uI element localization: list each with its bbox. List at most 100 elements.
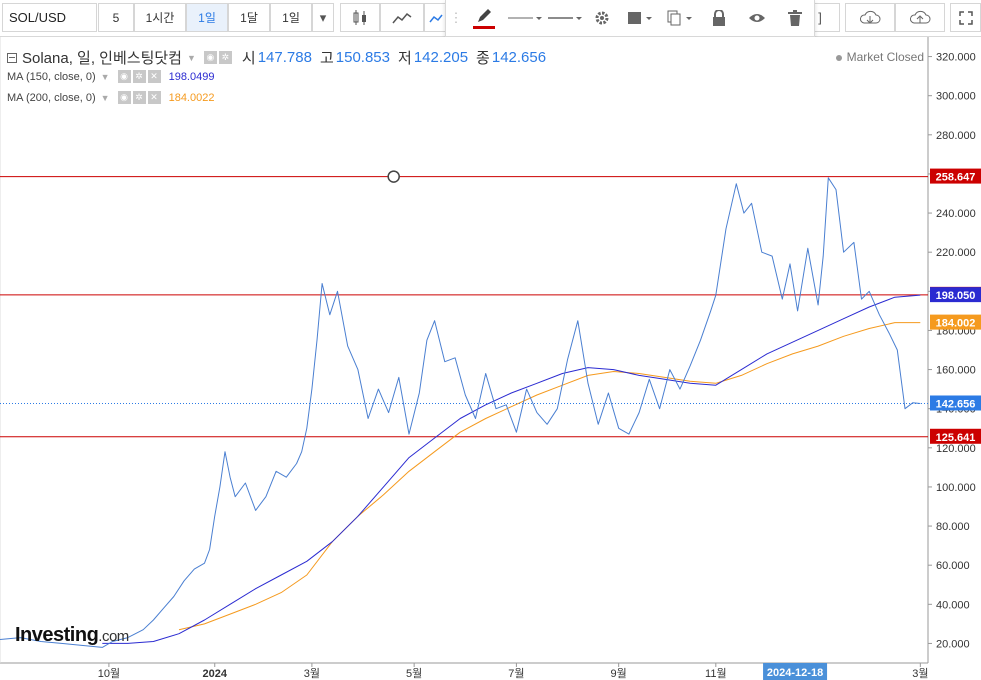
- chevron-down-icon[interactable]: ▼: [100, 92, 110, 103]
- y-tick-label: 140.000: [936, 404, 976, 416]
- eye-icon[interactable]: ◉: [203, 51, 217, 64]
- range-dropdown-button[interactable]: ▾: [312, 3, 334, 32]
- candlestick-icon: [353, 9, 366, 25]
- range-button-1m[interactable]: 1달: [228, 3, 270, 32]
- y-tick-label: 80.000: [936, 521, 970, 533]
- investing-logo: Investing.com: [15, 624, 129, 647]
- y-tick-label: 300.000: [936, 91, 976, 103]
- legend-controls: ◉ ✲: [203, 51, 234, 64]
- fullscreen-button[interactable]: [950, 3, 981, 32]
- high-label: 고: [319, 50, 334, 67]
- market-status-text: Market Closed: [846, 50, 924, 64]
- gear-icon: [595, 11, 609, 25]
- eye-icon: [749, 14, 765, 22]
- save-chart-button[interactable]: [895, 3, 945, 32]
- eye-icon[interactable]: ◉: [117, 70, 131, 83]
- line-style-icon: [508, 17, 542, 20]
- x-tick-label: 3월: [912, 667, 928, 680]
- hline-price-tag: [930, 286, 981, 302]
- y-tick-label: 20.000: [936, 638, 970, 650]
- close-label: 종: [476, 50, 490, 67]
- y-tick-label: 240.000: [936, 208, 976, 220]
- close-icon[interactable]: ✕: [147, 70, 161, 83]
- y-tick-label: 120.000: [936, 443, 976, 455]
- drawing-toolbar: ⋮: [445, 0, 815, 37]
- ma150-value: 198.0499: [168, 70, 215, 83]
- template-icon: [628, 12, 652, 24]
- logo-main: Investing: [15, 624, 99, 646]
- chevron-down-icon[interactable]: ▼: [100, 71, 110, 82]
- area-chart-button[interactable]: [380, 3, 424, 32]
- ma200-label: MA (200, close, 0): [7, 91, 96, 104]
- load-chart-button[interactable]: [845, 3, 895, 32]
- trash-icon: [788, 10, 802, 26]
- y-tick-label: 60.000: [936, 560, 970, 572]
- hline-price-label: 258.647: [936, 172, 976, 184]
- low-value: 142.205: [413, 49, 469, 66]
- interval-button-5[interactable]: 5: [98, 3, 134, 32]
- x-tick-label: 10월: [98, 667, 120, 680]
- visibility-button[interactable]: [744, 4, 770, 32]
- x-tick-label: 5월: [406, 667, 422, 680]
- x-tick-label: 7월: [508, 667, 524, 680]
- chevron-down-icon[interactable]: ▼: [186, 52, 196, 63]
- color-swatch: [473, 25, 495, 29]
- lock-button[interactable]: [706, 4, 732, 32]
- ma150-controls: ◉ ✲ ✕: [117, 70, 163, 83]
- line-style-button[interactable]: [506, 4, 544, 32]
- delete-button[interactable]: [782, 4, 808, 32]
- clone-button[interactable]: [664, 4, 696, 32]
- hline-price-label: 198.189: [936, 290, 976, 302]
- plot-area: [0, 37, 928, 663]
- hline-price-tag: [930, 168, 981, 184]
- eye-icon[interactable]: ◉: [117, 91, 131, 104]
- ma150-label: MA (150, close, 0): [7, 70, 96, 83]
- range-button-1d[interactable]: 1일: [270, 3, 312, 32]
- line-color-button[interactable]: [468, 4, 500, 32]
- y-tick-label: 200.000: [936, 286, 976, 298]
- gear-icon[interactable]: ✲: [132, 70, 146, 83]
- line-width-button[interactable]: [546, 4, 584, 32]
- series-line-ma150: [102, 294, 921, 644]
- ma200-value: 184.0022: [168, 91, 215, 104]
- instrument-name: Solana, 일, 인베스팅닷컴: [22, 50, 182, 67]
- interval-button-1h[interactable]: 1시간: [134, 3, 186, 32]
- candles-button[interactable]: [340, 3, 380, 32]
- hline-price-label: 125.641: [936, 432, 976, 444]
- y-tick-label: 100.000: [936, 482, 976, 494]
- line-anchor-handle[interactable]: [387, 170, 400, 183]
- template-button[interactable]: [624, 4, 656, 32]
- settings-button[interactable]: [589, 4, 615, 32]
- y-tick-label: 160.000: [936, 365, 976, 377]
- interval-button-1d[interactable]: 1일: [186, 3, 228, 32]
- clone-icon: [667, 10, 692, 26]
- collapse-icon[interactable]: [7, 52, 17, 63]
- open-label: 시: [241, 50, 256, 67]
- series-line-ma200: [178, 322, 921, 631]
- y-tick-label: 320.000: [936, 52, 976, 64]
- lock-icon: [713, 10, 725, 26]
- price-tag-label: 142.656: [936, 398, 976, 410]
- close-icon[interactable]: ✕: [147, 91, 161, 104]
- crosshair-date-tag: [763, 663, 828, 680]
- gear-icon[interactable]: ✲: [132, 91, 146, 104]
- ma200-controls: ◉ ✲ ✕: [117, 91, 163, 104]
- drag-handle[interactable]: ⋮: [449, 10, 463, 25]
- cloud-download-icon: [860, 10, 881, 24]
- line-chart-button[interactable]: [424, 3, 446, 32]
- y-tick-label: 220.000: [936, 247, 976, 259]
- open-value: 147.788: [257, 49, 312, 66]
- area-chart-icon: [392, 12, 412, 23]
- ma150-legend: MA (150, close, 0) ▼ ◉ ✲ ✕ 198.0499: [7, 70, 214, 83]
- price-tag: [930, 395, 981, 411]
- gear-icon[interactable]: ✲: [218, 51, 232, 64]
- symbol-input[interactable]: SOL/USD: [2, 3, 97, 32]
- logo-suffix: .com: [98, 628, 129, 645]
- fullscreen-icon: [958, 10, 973, 25]
- high-value: 150.853: [335, 49, 390, 66]
- market-status: Market Closed: [835, 50, 924, 64]
- crosshair-date-label: 2024-12-18: [767, 667, 823, 679]
- series-line-price: [0, 177, 921, 648]
- y-tick-label: 260.000: [936, 169, 976, 181]
- y-tick-label: 280.000: [936, 130, 976, 142]
